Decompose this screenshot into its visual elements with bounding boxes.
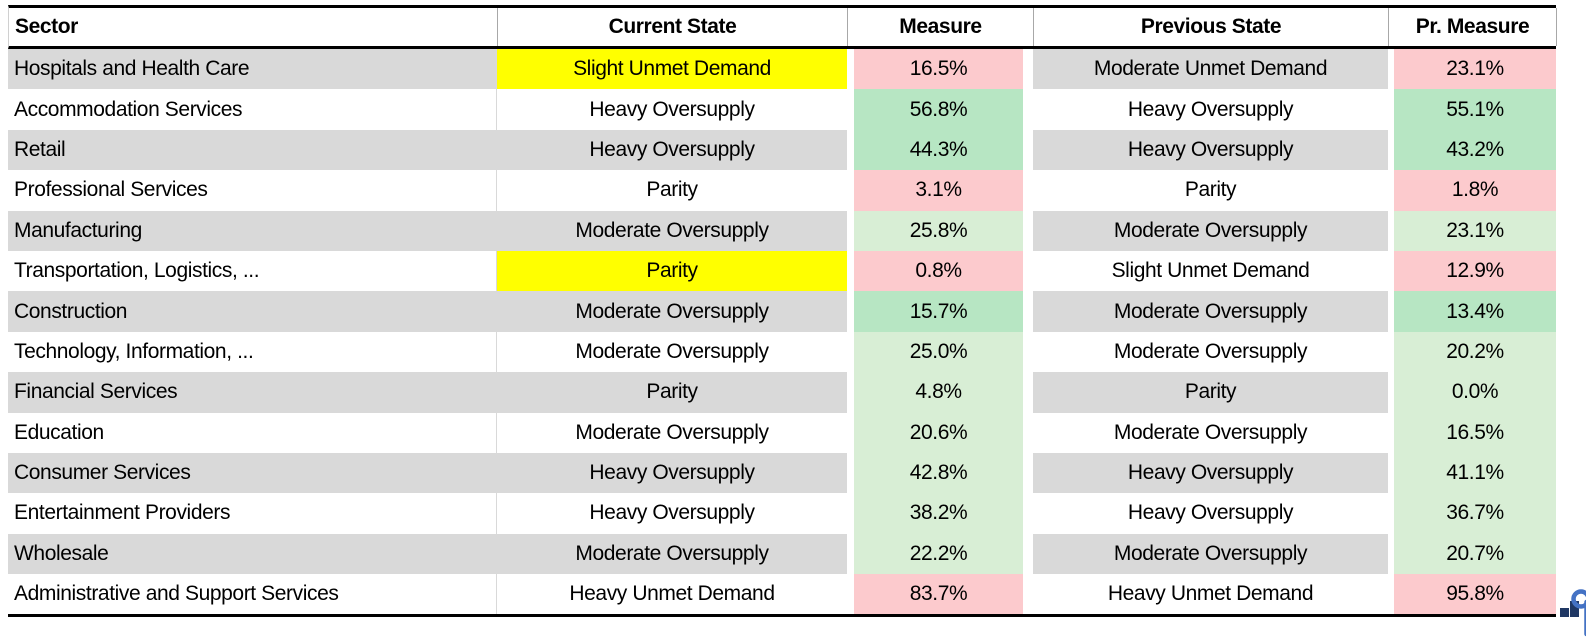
measure-cell[interactable]: 16.5% — [847, 49, 1033, 89]
table-row: Accommodation Services Heavy Oversupply … — [8, 89, 1556, 129]
measure-cell[interactable]: 42.8% — [847, 453, 1033, 493]
measure-cell[interactable]: 22.2% — [847, 534, 1033, 574]
measure-cell[interactable]: 44.3% — [847, 130, 1033, 170]
sector-cell[interactable]: Construction — [8, 291, 497, 331]
pr-measure-cell[interactable]: 43.2% — [1388, 130, 1556, 170]
measure-cell[interactable]: 3.1% — [847, 170, 1033, 210]
sector-cell[interactable]: Retail — [8, 130, 497, 170]
previous-state-cell[interactable]: Moderate Oversupply — [1033, 211, 1388, 251]
sector-cell[interactable]: Professional Services — [8, 170, 497, 210]
current-state-cell[interactable]: Moderate Oversupply — [497, 211, 847, 251]
table-row: Manufacturing Moderate Oversupply 25.8% … — [8, 211, 1556, 251]
pr-measure-cell[interactable]: 23.1% — [1388, 49, 1556, 89]
measure-cell[interactable]: 4.8% — [847, 372, 1033, 412]
table-row: Education Moderate Oversupply 20.6% Mode… — [8, 413, 1556, 453]
pr-measure-cell[interactable]: 1.8% — [1388, 170, 1556, 210]
pr-measure-cell[interactable]: 20.2% — [1388, 332, 1556, 372]
measure-cell[interactable]: 25.8% — [847, 211, 1033, 251]
measure-cell[interactable]: 83.7% — [847, 574, 1033, 614]
sector-supply-table: Sector Current State Measure Previous St… — [8, 5, 1556, 617]
table-row: Wholesale Moderate Oversupply 22.2% Mode… — [8, 534, 1556, 574]
previous-state-cell[interactable]: Parity — [1033, 170, 1388, 210]
previous-state-cell[interactable]: Moderate Oversupply — [1033, 332, 1388, 372]
column-header-measure[interactable]: Measure — [848, 8, 1034, 46]
previous-state-cell[interactable]: Moderate Unmet Demand — [1033, 49, 1388, 89]
current-state-cell[interactable]: Heavy Oversupply — [497, 89, 847, 129]
measure-cell[interactable]: 20.6% — [847, 413, 1033, 453]
pr-measure-cell[interactable]: 95.8% — [1388, 574, 1556, 614]
column-header-pr-measure[interactable]: Pr. Measure — [1389, 8, 1557, 46]
sector-cell[interactable]: Technology, Information, ... — [8, 332, 497, 372]
table-row: Transportation, Logistics, ... Parity 0.… — [8, 251, 1556, 291]
sector-cell[interactable]: Education — [8, 413, 497, 453]
current-state-cell[interactable]: Heavy Unmet Demand — [497, 574, 847, 614]
pr-measure-cell[interactable]: 36.7% — [1388, 493, 1556, 533]
current-state-cell[interactable]: Heavy Oversupply — [497, 130, 847, 170]
measure-cell[interactable]: 38.2% — [847, 493, 1033, 533]
current-state-cell[interactable]: Parity — [497, 372, 847, 412]
previous-state-cell[interactable]: Heavy Oversupply — [1033, 453, 1388, 493]
table-header-row: Sector Current State Measure Previous St… — [8, 5, 1556, 49]
mini-chart-icon[interactable] — [1556, 590, 1586, 638]
pr-measure-cell[interactable]: 0.0% — [1388, 372, 1556, 412]
current-state-cell[interactable]: Parity — [497, 170, 847, 210]
sector-cell[interactable]: Accommodation Services — [8, 89, 497, 129]
pr-measure-cell[interactable]: 16.5% — [1388, 413, 1556, 453]
table-row: Consumer Services Heavy Oversupply 42.8%… — [8, 453, 1556, 493]
measure-cell[interactable]: 25.0% — [847, 332, 1033, 372]
current-state-cell[interactable]: Moderate Oversupply — [497, 534, 847, 574]
sector-cell[interactable]: Consumer Services — [8, 453, 497, 493]
previous-state-cell[interactable]: Moderate Oversupply — [1033, 413, 1388, 453]
column-header-sector[interactable]: Sector — [9, 8, 498, 46]
pr-measure-cell[interactable]: 41.1% — [1388, 453, 1556, 493]
pr-measure-cell[interactable]: 13.4% — [1388, 291, 1556, 331]
previous-state-cell[interactable]: Slight Unmet Demand — [1033, 251, 1388, 291]
column-header-previous-state[interactable]: Previous State — [1034, 8, 1389, 46]
sector-cell[interactable]: Hospitals and Health Care — [8, 49, 497, 89]
measure-cell[interactable]: 56.8% — [847, 89, 1033, 129]
pr-measure-cell[interactable]: 12.9% — [1388, 251, 1556, 291]
current-state-cell[interactable]: Moderate Oversupply — [497, 332, 847, 372]
table-row: Construction Moderate Oversupply 15.7% M… — [8, 291, 1556, 331]
previous-state-cell[interactable]: Heavy Oversupply — [1033, 130, 1388, 170]
pr-measure-cell[interactable]: 20.7% — [1388, 534, 1556, 574]
sector-cell[interactable]: Financial Services — [8, 372, 497, 412]
sector-cell[interactable]: Entertainment Providers — [8, 493, 497, 533]
previous-state-cell[interactable]: Parity — [1033, 372, 1388, 412]
measure-cell[interactable]: 15.7% — [847, 291, 1033, 331]
table-row: Entertainment Providers Heavy Oversupply… — [8, 493, 1556, 533]
previous-state-cell[interactable]: Moderate Oversupply — [1033, 291, 1388, 331]
measure-cell[interactable]: 0.8% — [847, 251, 1033, 291]
previous-state-cell[interactable]: Heavy Unmet Demand — [1033, 574, 1388, 614]
current-state-cell[interactable]: Slight Unmet Demand — [497, 49, 847, 89]
table-row: Hospitals and Health Care Slight Unmet D… — [8, 49, 1556, 89]
table-row: Technology, Information, ... Moderate Ov… — [8, 332, 1556, 372]
column-header-current-state[interactable]: Current State — [498, 8, 848, 46]
table-row: Administrative and Support Services Heav… — [8, 574, 1556, 614]
table-row: Financial Services Parity 4.8% Parity 0.… — [8, 372, 1556, 412]
current-state-cell[interactable]: Moderate Oversupply — [497, 413, 847, 453]
previous-state-cell[interactable]: Heavy Oversupply — [1033, 493, 1388, 533]
sector-cell[interactable]: Transportation, Logistics, ... — [8, 251, 497, 291]
table-row: Professional Services Parity 3.1% Parity… — [8, 170, 1556, 210]
previous-state-cell[interactable]: Heavy Oversupply — [1033, 89, 1388, 129]
current-state-cell[interactable]: Parity — [497, 251, 847, 291]
current-state-cell[interactable]: Moderate Oversupply — [497, 291, 847, 331]
sector-cell[interactable]: Administrative and Support Services — [8, 574, 497, 614]
sector-cell[interactable]: Manufacturing — [8, 211, 497, 251]
pr-measure-cell[interactable]: 55.1% — [1388, 89, 1556, 129]
table-row: Retail Heavy Oversupply 44.3% Heavy Over… — [8, 130, 1556, 170]
current-state-cell[interactable]: Heavy Oversupply — [497, 493, 847, 533]
current-state-cell[interactable]: Heavy Oversupply — [497, 453, 847, 493]
sector-cell[interactable]: Wholesale — [8, 534, 497, 574]
table-body: Hospitals and Health Care Slight Unmet D… — [8, 49, 1556, 614]
pr-measure-cell[interactable]: 23.1% — [1388, 211, 1556, 251]
previous-state-cell[interactable]: Moderate Oversupply — [1033, 534, 1388, 574]
